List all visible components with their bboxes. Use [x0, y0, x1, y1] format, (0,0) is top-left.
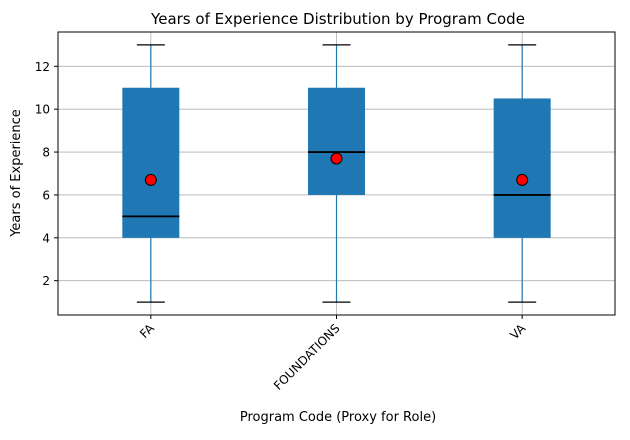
mean-marker-va: [516, 173, 529, 186]
y-tick-label-4: 4: [42, 231, 50, 245]
x-tick-label-fa: FA: [137, 321, 157, 341]
chart-title: Years of Experience Distribution by Prog…: [150, 10, 525, 28]
box-fa: [122, 87, 180, 238]
y-tick-label-2: 2: [42, 274, 50, 288]
y-tick-label-8: 8: [42, 146, 50, 160]
y-tick-label-10: 10: [35, 103, 50, 117]
mean-marker-foundations: [330, 152, 343, 165]
box-va: [493, 98, 551, 238]
x-tick-label-va: VA: [507, 321, 529, 343]
y-tick-label-6: 6: [42, 188, 50, 202]
y-axis-ticks: 2 4 6 8 10 12: [35, 60, 58, 288]
mean-marker-fa: [144, 173, 157, 186]
x-axis-ticks: FA FOUNDATIONS VA: [137, 315, 529, 393]
x-axis-label: Program Code (Proxy for Role): [240, 410, 436, 425]
y-axis-label: Years of Experience: [9, 109, 24, 238]
x-tick-label-foundations: FOUNDATIONS: [271, 321, 343, 393]
boxes-group: [122, 44, 551, 303]
y-tick-label-12: 12: [35, 60, 50, 74]
box-foundations: [308, 87, 365, 195]
